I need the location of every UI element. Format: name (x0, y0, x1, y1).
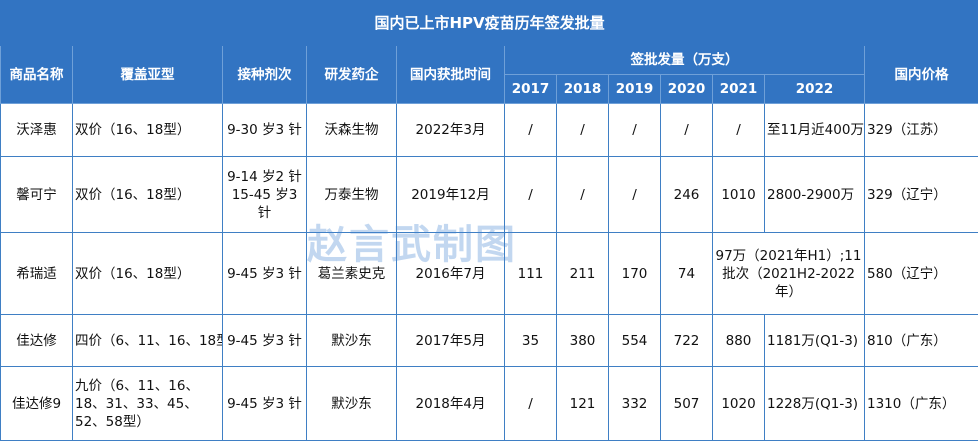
cell-2017: 111 (504, 232, 557, 315)
table-row: 沃泽惠 双价（16、18型） 9-30 岁3 针 沃森生物 2022年3月 / … (0, 103, 978, 157)
cell-company: 沃森生物 (306, 103, 397, 157)
cell-subtypes: 双价（16、18型） (72, 156, 223, 233)
cell-2020: 722 (660, 314, 713, 367)
cell-schedule: 9-30 岁3 针 (222, 103, 307, 157)
header-company: 研发药企 (306, 45, 397, 104)
cell-product: 希瑞适 (0, 232, 73, 315)
cell-2019: / (608, 103, 661, 157)
header-years-row: 2017 2018 2019 2020 2021 2022 (1, 74, 978, 104)
cell-2017: / (504, 366, 557, 441)
cell-product: 馨可宁 (0, 156, 73, 233)
header-approval: 国内获批时间 (396, 45, 505, 104)
cell-2019: 170 (608, 232, 661, 315)
cell-company: 葛兰素史克 (306, 232, 397, 315)
cell-2022: 1228万(Q1-3) (764, 366, 865, 441)
cell-company: 默沙东 (306, 366, 397, 441)
header-year-2021: 2021 (712, 74, 765, 104)
table-row: 佳达修9 九价（6、11、16、18、31、33、45、52、58型） 9-45… (0, 366, 978, 441)
header-row: 商品名称 覆盖亚型 接种剂次 研发药企 国内获批时间 签批发量（万支） 国内价格 (0, 45, 978, 104)
table-title: 国内已上市HPV疫苗历年签发批量 (0, 0, 978, 46)
cell-2018: 121 (556, 366, 609, 441)
cell-subtypes: 九价（6、11、16、18、31、33、45、52、58型） (72, 366, 223, 441)
table-row: 希瑞适 双价（16、18型） 9-45 岁3 针 葛兰素史克 2016年7月 1… (0, 232, 978, 315)
cell-2022: 至11月近400万 (764, 103, 865, 157)
cell-2022: 2800-2900万 (764, 156, 865, 233)
cell-schedule: 9-45 岁3 针 (222, 232, 307, 315)
cell-price: 329（江苏） (863, 103, 978, 157)
cell-schedule: 9-14 岁2 针 15-45 岁3 针 (222, 156, 307, 233)
cell-price: 580（辽宁） (863, 232, 978, 315)
cell-2017: 35 (504, 314, 557, 367)
cell-price: 1310（广东） (863, 366, 978, 441)
header-year-2017: 2017 (504, 74, 557, 104)
cell-subtypes: 四价（6、11、16、18型） (72, 314, 223, 367)
cell-2021: / (712, 103, 765, 157)
cell-approval: 2019年12月 (396, 156, 505, 233)
header-year-2022: 2022 (764, 74, 865, 104)
cell-2018: 380 (556, 314, 609, 367)
cell-2018: / (556, 103, 609, 157)
cell-2020: 507 (660, 366, 713, 441)
cell-price: 810（广东） (863, 314, 978, 367)
cell-product: 佳达修9 (0, 366, 73, 441)
table-row: 馨可宁 双价（16、18型） 9-14 岁2 针 15-45 岁3 针 万泰生物… (0, 156, 978, 233)
cell-price: 329（辽宁） (863, 156, 978, 233)
cell-2018: / (556, 156, 609, 233)
cell-subtypes: 双价（16、18型） (72, 232, 223, 315)
cell-2017: / (504, 156, 557, 233)
cell-2021: 1010 (712, 156, 765, 233)
header-price: 国内价格 (863, 45, 978, 104)
header-year-2018: 2018 (556, 74, 609, 104)
cell-schedule: 9-45 岁3 针 (222, 366, 307, 441)
header-year-2020: 2020 (660, 74, 713, 104)
cell-2017: / (504, 103, 557, 157)
cell-2021: 1020 (712, 366, 765, 441)
cell-2021-2022: 97万（2021年H1）;11批次（2021H2-2022年） (712, 232, 865, 315)
cell-2022: 1181万(Q1-3) (764, 314, 865, 367)
cell-2020: 246 (660, 156, 713, 233)
cell-subtypes: 双价（16、18型） (72, 103, 223, 157)
cell-2019: 554 (608, 314, 661, 367)
header-batches: 签批发量（万支） (504, 45, 865, 75)
cell-approval: 2016年7月 (396, 232, 505, 315)
cell-approval: 2018年4月 (396, 366, 505, 441)
cell-approval: 2017年5月 (396, 314, 505, 367)
cell-2018: 211 (556, 232, 609, 315)
cell-2019: / (608, 156, 661, 233)
cell-2020: / (660, 103, 713, 157)
cell-company: 默沙东 (306, 314, 397, 367)
cell-company: 万泰生物 (306, 156, 397, 233)
cell-2020: 74 (660, 232, 713, 315)
header-schedule: 接种剂次 (222, 45, 307, 104)
title-row: 国内已上市HPV疫苗历年签发批量 (0, 0, 978, 46)
cell-2019: 332 (608, 366, 661, 441)
cell-approval: 2022年3月 (396, 103, 505, 157)
header-year-2019: 2019 (608, 74, 661, 104)
header-subtypes: 覆盖亚型 (72, 45, 223, 104)
header-product: 商品名称 (0, 45, 73, 104)
cell-product: 沃泽惠 (0, 103, 73, 157)
cell-schedule: 9-45 岁3 针 (222, 314, 307, 367)
cell-2021: 880 (712, 314, 765, 367)
table-row: 佳达修 四价（6、11、16、18型） 9-45 岁3 针 默沙东 2017年5… (0, 314, 978, 367)
cell-product: 佳达修 (0, 314, 73, 367)
